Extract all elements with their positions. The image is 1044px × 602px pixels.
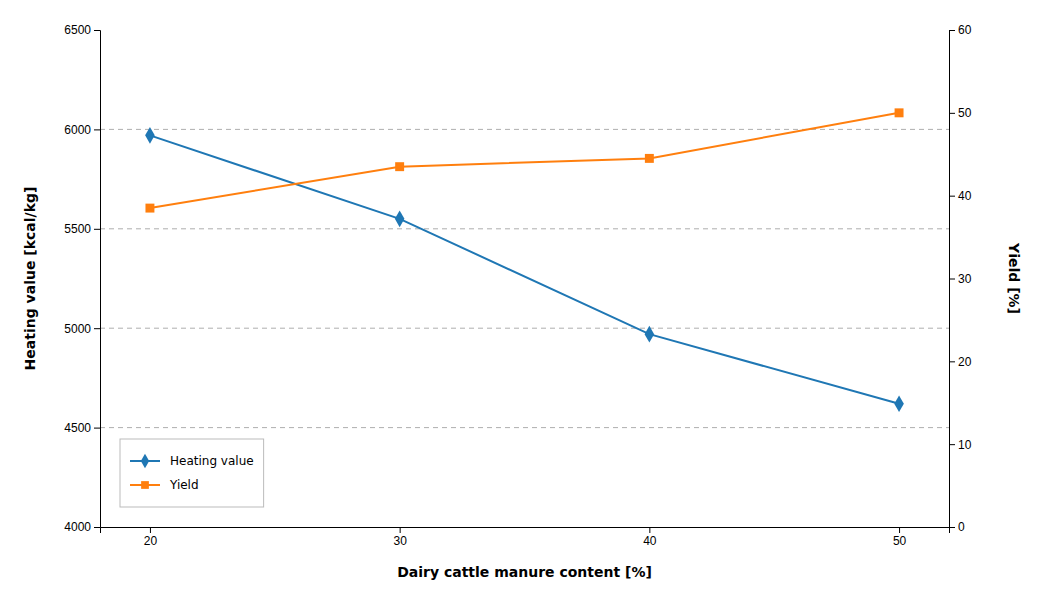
tick-mark <box>949 30 955 31</box>
tick-mark <box>150 527 151 533</box>
grid-line <box>100 129 949 130</box>
tick-mark <box>94 129 100 130</box>
tick-label: 40 <box>958 189 972 203</box>
tick: 60 <box>949 23 972 37</box>
x-axis: 20 30 40 50 <box>101 527 950 548</box>
tick-label: 30 <box>958 272 972 286</box>
y-axis-title: Heating value [kcal/kg] <box>22 187 38 371</box>
grid <box>100 129 949 427</box>
legend-box <box>120 439 264 507</box>
tick-label: 0 <box>958 520 965 534</box>
tick-mark <box>400 527 401 533</box>
tick-label: 5000 <box>64 322 91 336</box>
tick-label: 4500 <box>64 421 91 435</box>
tick-mark <box>94 328 100 329</box>
y-axis: 4000 4500 5000 5500 6000 6500 <box>64 23 100 534</box>
legend-item: Yield <box>130 478 199 492</box>
tick-mark <box>949 196 955 197</box>
tick-mark <box>949 279 955 280</box>
tick-mark <box>899 527 900 533</box>
tick: 50 <box>893 527 907 548</box>
x-axis-title: Dairy cattle manure content [%] <box>397 564 652 580</box>
tick: 10 <box>949 438 972 452</box>
point <box>645 154 654 163</box>
tick-mark <box>949 527 955 528</box>
tick-label: 5500 <box>64 222 91 236</box>
tick-label: 10 <box>958 438 972 452</box>
plot: 20 30 40 50 4000 4500 5000 5500 6000 6500 0 10 20 30 4… <box>22 23 1022 580</box>
point <box>645 326 655 343</box>
tick-label: 4000 <box>64 520 91 534</box>
point <box>894 395 904 412</box>
legend-symbol <box>141 454 149 468</box>
tick-label: 6000 <box>64 123 91 137</box>
tick: 4000 <box>64 520 100 534</box>
legend-label: Heating value <box>170 454 254 468</box>
grid-line <box>100 427 949 428</box>
tick-mark <box>949 113 955 114</box>
tick: 40 <box>949 189 972 203</box>
chart: 20 30 40 50 4000 4500 5000 5500 6000 6500 0 10 20 30 4… <box>0 0 1044 602</box>
legend-item: Heating value <box>130 454 254 468</box>
tick-mark <box>94 229 100 230</box>
tick-mark <box>94 527 100 528</box>
y2-axis: 0 10 20 30 40 50 60 <box>949 23 972 534</box>
tick: 40 <box>643 527 657 548</box>
tick-mark <box>94 30 100 31</box>
tick-mark <box>649 527 650 533</box>
legend: Heating value Yield <box>120 439 264 507</box>
series-line <box>150 113 899 208</box>
tick-label: 60 <box>958 23 972 37</box>
axis-line <box>101 528 950 534</box>
point <box>395 162 404 171</box>
axis-line <box>94 31 101 528</box>
tick: 5000 <box>64 322 100 336</box>
point <box>895 108 904 117</box>
tick: 0 <box>949 520 965 534</box>
series-line <box>150 135 899 403</box>
tick: 50 <box>949 106 972 120</box>
point <box>145 127 155 144</box>
tick-mark <box>94 428 100 429</box>
tick: 20 <box>144 527 158 548</box>
tick-mark <box>949 361 955 362</box>
tick: 6000 <box>64 123 100 137</box>
y2-axis-title: Yield [%] <box>1006 242 1022 314</box>
tick-label: 50 <box>958 106 972 120</box>
grid-line <box>100 228 949 229</box>
point <box>145 204 154 213</box>
tick-label: 30 <box>393 534 407 548</box>
axis-line <box>950 31 956 528</box>
legend-label: Yield <box>169 478 199 492</box>
grid-line <box>100 328 949 329</box>
tick-label: 50 <box>893 534 907 548</box>
tick: 20 <box>949 355 972 369</box>
tick-label: 40 <box>643 534 657 548</box>
tick: 4500 <box>64 421 100 435</box>
tick: 6500 <box>64 23 100 37</box>
tick-label: 20 <box>144 534 158 548</box>
tick-mark <box>949 444 955 445</box>
point <box>395 211 405 228</box>
tick-label: 20 <box>958 355 972 369</box>
tick: 5500 <box>64 222 100 236</box>
legend-symbol <box>141 481 149 489</box>
tick: 30 <box>949 272 972 286</box>
tick: 30 <box>393 527 407 548</box>
marks <box>145 108 904 412</box>
tick-label: 6500 <box>64 23 91 37</box>
